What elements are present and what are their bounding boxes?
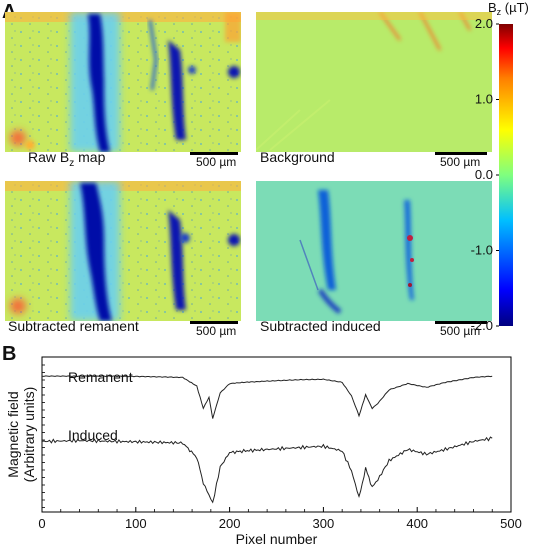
scalebar-induced: 500 µm <box>435 321 487 338</box>
map-remanent <box>5 181 241 321</box>
x-tick-label: 500 <box>500 516 522 531</box>
caption-background: Background <box>260 149 335 165</box>
x-tick-label: 400 <box>406 516 428 531</box>
map-induced <box>256 181 492 321</box>
map-background <box>256 12 492 152</box>
x-tick-label: 200 <box>219 516 241 531</box>
y-axis-label-line2: (Arbitrary units) <box>21 387 37 483</box>
colorbar-tick-label: -2.0 <box>471 318 493 333</box>
scalebar-remanent: 500 µm <box>190 321 238 338</box>
series-line-remanent <box>41 375 493 419</box>
x-tick-label: 0 <box>38 516 45 531</box>
colorbar-title: Bz (µT) <box>488 0 529 17</box>
scalebar-raw-label: 500 µm <box>196 155 236 169</box>
caption-remanent: Subtracted remanent <box>8 318 139 334</box>
caption-induced: Subtracted induced <box>260 318 381 334</box>
colorbar-tick-label: 2.0 <box>475 16 493 31</box>
colorbar-tick-label: 1.0 <box>475 92 493 107</box>
series-label-remanent: Remanent <box>68 369 133 385</box>
caption-raw: Raw Bz map <box>28 149 106 169</box>
y-axis-label-line1: Magnetic field <box>5 391 21 477</box>
colorbar-tick-label: -1.0 <box>471 243 493 258</box>
line-chart: 0 100 200 300 400 500 Pixel number Magnetic fie… <box>5 356 522 547</box>
scalebar-induced-label: 500 µm <box>440 324 480 338</box>
series-label-induced: Induced <box>68 427 118 443</box>
scalebar-background-label: 500 µm <box>440 155 480 169</box>
panel-label-b: B <box>2 343 16 365</box>
x-tick-label: 300 <box>313 516 335 531</box>
scalebar-background: 500 µm <box>435 152 487 169</box>
x-axis-label: Pixel number <box>236 531 318 547</box>
plot-frame <box>41 356 512 513</box>
colorbar <box>499 24 513 326</box>
colorbar-ticks: 2.0 1.0 0.0 -1.0 -2.0 <box>471 16 499 333</box>
scalebar-raw: 500 µm <box>190 152 238 169</box>
series-line-induced <box>41 436 493 504</box>
scalebar-remanent-label: 500 µm <box>196 324 236 338</box>
map-raw <box>5 12 241 152</box>
colorbar-tick-label: 0.0 <box>475 167 493 182</box>
x-tick-label: 100 <box>125 516 147 531</box>
